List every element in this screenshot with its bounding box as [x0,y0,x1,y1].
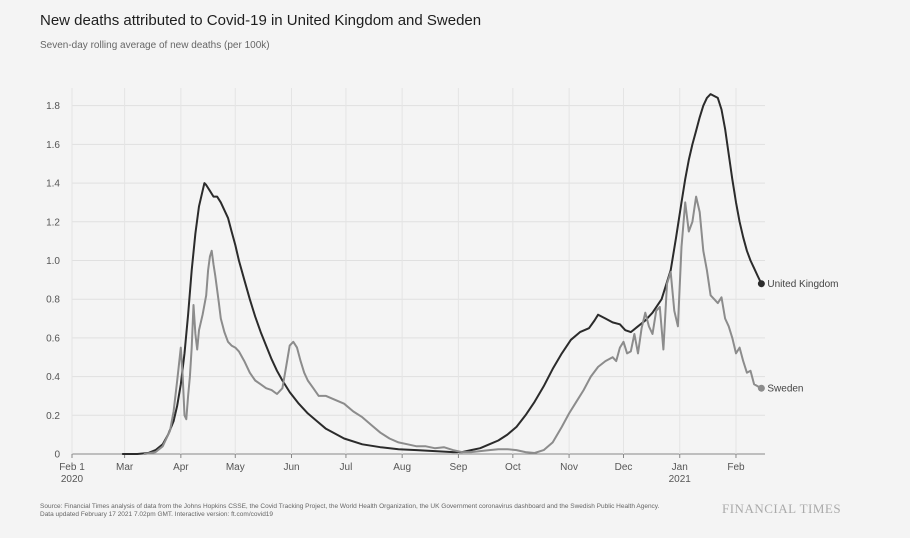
x-tick-label: Feb [727,462,745,473]
y-tick-label: 1.0 [46,256,60,267]
series-label-sweden: Sweden [767,384,803,395]
series-line-sweden [143,195,763,455]
x-tick-label: Jul [340,462,353,473]
x-tick-label: Dec [615,462,633,473]
y-tick-label: 1.6 [46,140,60,151]
x-tick-label: Sep [450,462,468,473]
series-endpoint-sweden [757,384,765,392]
y-tick-label: 1.4 [46,179,60,190]
y-tick-label: 0.2 [46,411,60,422]
x-tick-label: Feb 1 [59,462,85,473]
y-tick-label: 1.8 [46,101,60,112]
series-label-united-kingdom: United Kingdom [767,279,838,290]
publisher-logo: FINANCIAL TIMES [722,501,842,516]
x-tick-label: Nov [560,462,578,473]
x-tick-label: Jan [672,462,688,473]
series-endpoint-united-kingdom [757,280,765,288]
chart-title: New deaths attributed to Covid-19 in Uni… [40,12,482,29]
x-tick-label: Oct [505,462,521,473]
y-tick-label: 0 [54,450,60,461]
x-tick-label: Apr [173,462,189,473]
x-tick-label: Aug [393,462,411,473]
chart-footer: Source: Financial Times analysis of data… [40,503,720,519]
x-tick-label: Jun [283,462,299,473]
x-tick-label: May [226,462,245,473]
x-tick-year: 2021 [669,474,692,485]
y-tick-label: 1.2 [46,217,60,228]
y-tick-label: 0.4 [46,372,60,383]
y-tick-label: 0.6 [46,333,60,344]
chart-subtitle: Seven-day rolling average of new deaths … [40,40,270,51]
x-tick-label: Mar [116,462,134,473]
series-line-united-kingdom [121,93,763,455]
source-note: Source: Financial Times analysis of data… [40,503,660,510]
update-note: Data updated February 17 2021 7.02pm GMT… [40,511,274,518]
x-tick-year: 2020 [61,474,84,485]
y-tick-label: 0.8 [46,295,60,306]
